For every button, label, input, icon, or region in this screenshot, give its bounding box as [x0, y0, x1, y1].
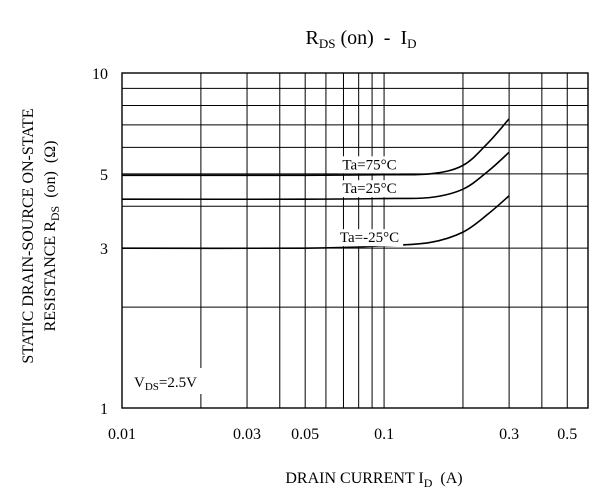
condition-note-tail: =2.5V — [159, 375, 197, 391]
y-axis-title-line2-tail: (on) (Ω) — [42, 141, 59, 206]
x-tick-label: 0.05 — [291, 426, 319, 443]
condition-note: VDS=2.5V — [129, 368, 215, 394]
tick-label-layer: 0.01 0.03 0.05 0.1 0.3 0.5 1 3 5 10 — [92, 66, 577, 443]
y-axis-title-line2-main: RESISTANCE R — [42, 221, 59, 332]
series-label: Ta=75°C — [342, 157, 396, 173]
chart-title-mid: (on) - I — [335, 27, 407, 49]
series-label: Ta=-25°C — [340, 230, 399, 246]
series-line — [121, 151, 510, 201]
condition-note-background — [129, 368, 215, 394]
y-tick-label: 5 — [100, 167, 108, 184]
plot-frame — [121, 72, 589, 409]
x-tick-label: 0.01 — [108, 426, 136, 443]
y-axis-title: STATIC DRAIN-SOURCE ON-STATE RESISTANCE … — [20, 108, 62, 363]
y-axis-title-line2: RESISTANCE RDS (on) (Ω) — [42, 141, 62, 332]
chart-title-sub: DS — [319, 36, 336, 51]
x-axis-title: DRAIN CURRENT ID (A) — [285, 470, 462, 490]
condition-note-sub: DS — [145, 381, 159, 393]
chart-title-sub2: D — [407, 36, 416, 51]
x-tick-label: 0.3 — [499, 426, 519, 443]
series-label-background — [338, 180, 401, 198]
chart-title: RDS (on) - ID — [306, 27, 417, 51]
series-label-background — [338, 156, 401, 174]
series-line — [121, 118, 510, 177]
y-tick-label: 1 — [100, 401, 108, 418]
series-label: Ta=25°C — [342, 181, 396, 197]
condition-note-main: V — [134, 375, 145, 391]
series-line — [121, 195, 510, 250]
x-tick-label: 0.5 — [557, 426, 577, 443]
series-label-background — [335, 229, 404, 247]
x-axis-title-sub: D — [424, 476, 433, 490]
x-tick-label: 0.1 — [374, 426, 394, 443]
x-axis-title-main: DRAIN CURRENT I — [285, 470, 423, 487]
y-tick-label: 3 — [100, 241, 108, 258]
y-axis-title-line2-sub: DS — [48, 206, 62, 221]
x-axis-title-tail: (A) — [432, 470, 462, 487]
y-axis-title-line1: STATIC DRAIN-SOURCE ON-STATE — [20, 108, 37, 363]
x-tick-label: 0.03 — [233, 426, 261, 443]
chart-title-main: R — [306, 27, 320, 49]
y-tick-label: 10 — [92, 66, 108, 83]
condition-note-text: VDS=2.5V — [134, 375, 197, 393]
curve-label-layer: Ta=75°C Ta=25°C Ta=-25°C — [335, 156, 404, 247]
curve-layer — [121, 118, 510, 250]
